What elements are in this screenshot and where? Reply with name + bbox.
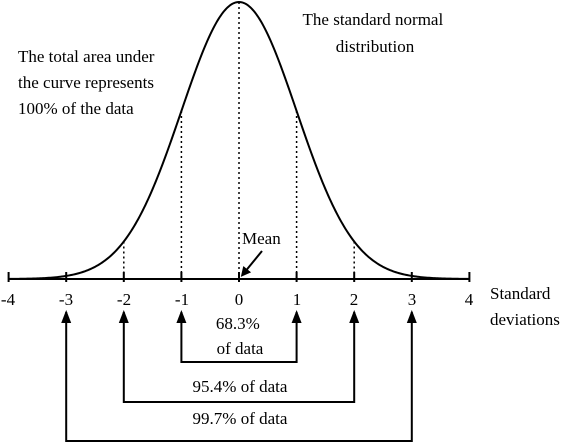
range-arrowhead xyxy=(176,310,187,323)
area-note-line-1: The total area under xyxy=(18,47,155,66)
range-label-68-line-1: 68.3% xyxy=(216,314,260,333)
tick-label-1: 1 xyxy=(293,290,302,309)
tick-label-4: 4 xyxy=(465,290,474,309)
dotted-guides xyxy=(123,2,355,279)
range-arrowhead xyxy=(61,310,72,323)
range-arrowhead xyxy=(118,310,129,323)
tick-label-neg3: -3 xyxy=(59,290,73,309)
tick-label-neg4: -4 xyxy=(1,290,16,309)
mean-arrow xyxy=(240,250,263,277)
diagram-title-line-2: distribution xyxy=(336,37,415,56)
range-bracket xyxy=(65,312,413,442)
range-label-95: 95.4% of data xyxy=(193,377,288,396)
tick-label-3: 3 xyxy=(408,290,417,309)
diagram-title-line-1: The standard normal xyxy=(303,10,444,29)
tick-label-0: 0 xyxy=(235,290,244,309)
mean-label: Mean xyxy=(242,229,281,248)
range-arrowhead xyxy=(291,310,302,323)
range-arrowhead xyxy=(349,310,360,323)
axis-label: Standard deviations xyxy=(490,284,560,329)
tick-marks xyxy=(7,272,471,282)
area-note-line-3: 100% of the data xyxy=(18,99,134,118)
axis-label-line-1: Standard xyxy=(490,284,551,303)
area-note-line-2: the curve represents xyxy=(18,73,154,92)
axis-label-line-2: deviations xyxy=(490,310,560,329)
range-bracket xyxy=(122,312,356,403)
range-brackets xyxy=(61,310,417,442)
range-label-68: 68.3% of data xyxy=(216,314,264,358)
tick-label-2: 2 xyxy=(350,290,359,309)
range-label-99: 99.7% of data xyxy=(193,409,288,428)
range-bracket xyxy=(180,312,298,363)
tick-label-neg1: -1 xyxy=(175,290,189,309)
tick-labels: -4 -3 -2 -1 0 1 2 3 4 xyxy=(1,290,474,309)
range-label-68-line-2: of data xyxy=(217,339,264,358)
tick-label-neg2: -2 xyxy=(117,290,131,309)
area-note: The total area under the curve represent… xyxy=(18,47,159,118)
range-arrowhead xyxy=(406,310,417,323)
diagram-title: The standard normal distribution xyxy=(303,10,448,56)
